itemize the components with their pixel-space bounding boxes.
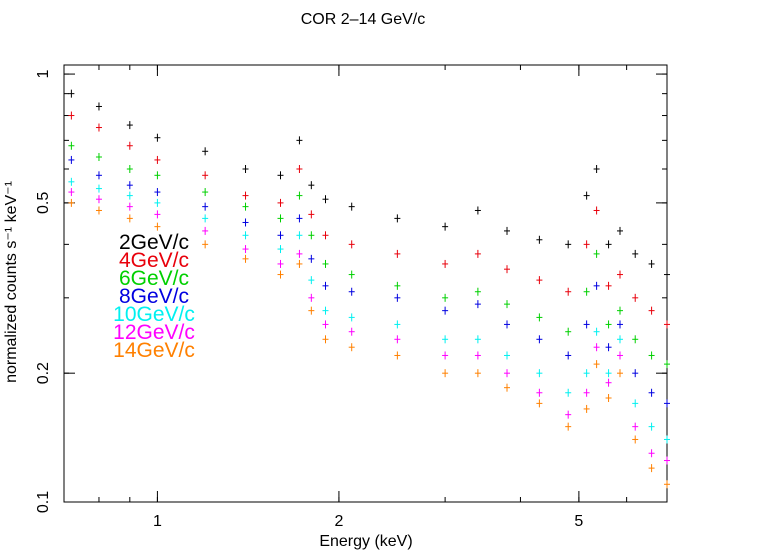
legend-entry: 14GeV/c xyxy=(113,339,195,362)
legend-entry: 6GeV/c xyxy=(119,267,189,290)
legend-entry: 4GeV/c xyxy=(119,249,189,272)
series-4gev-c xyxy=(68,111,670,329)
y-tick-marks xyxy=(64,73,667,503)
chart-title: COR 2–14 GeV/c xyxy=(301,11,426,28)
y-tick-labels: 0.1 0.2 0.5 1 xyxy=(35,70,52,514)
plot-frame xyxy=(63,64,668,503)
y-tick-label: 0.5 xyxy=(35,192,52,214)
legend-entry: 10GeV/c xyxy=(113,303,195,326)
x-axis-title: Energy (keV) xyxy=(319,533,412,550)
y-tick-label: 0.2 xyxy=(35,362,52,384)
legend-entry: 2GeV/c xyxy=(119,231,189,254)
series-8gev-c xyxy=(68,155,670,408)
series-2gev-c xyxy=(68,89,670,279)
legend-entry: 8GeV/c xyxy=(119,285,189,308)
y-tick-label: 1 xyxy=(35,70,52,79)
y-tick-label: 0.1 xyxy=(35,491,52,513)
legend-entry: 12GeV/c xyxy=(113,321,195,344)
data-series xyxy=(68,89,670,489)
legend: 2GeV/c4GeV/c6GeV/c8GeV/c10GeV/c12GeV/c14… xyxy=(113,231,195,362)
x-tick-marks xyxy=(63,65,668,502)
series-6gev-c xyxy=(68,141,670,369)
y-axis-title: normalized counts s⁻¹ keV⁻¹ xyxy=(3,181,20,383)
series-10gev-c xyxy=(68,177,670,444)
x-tick-label: 5 xyxy=(574,513,583,530)
series-12gev-c xyxy=(68,188,670,465)
x-tick-label: 1 xyxy=(153,513,162,530)
series-14gev-c xyxy=(68,198,670,489)
x-tick-labels: 1 2 5 xyxy=(153,513,583,530)
x-tick-label: 2 xyxy=(334,513,343,530)
